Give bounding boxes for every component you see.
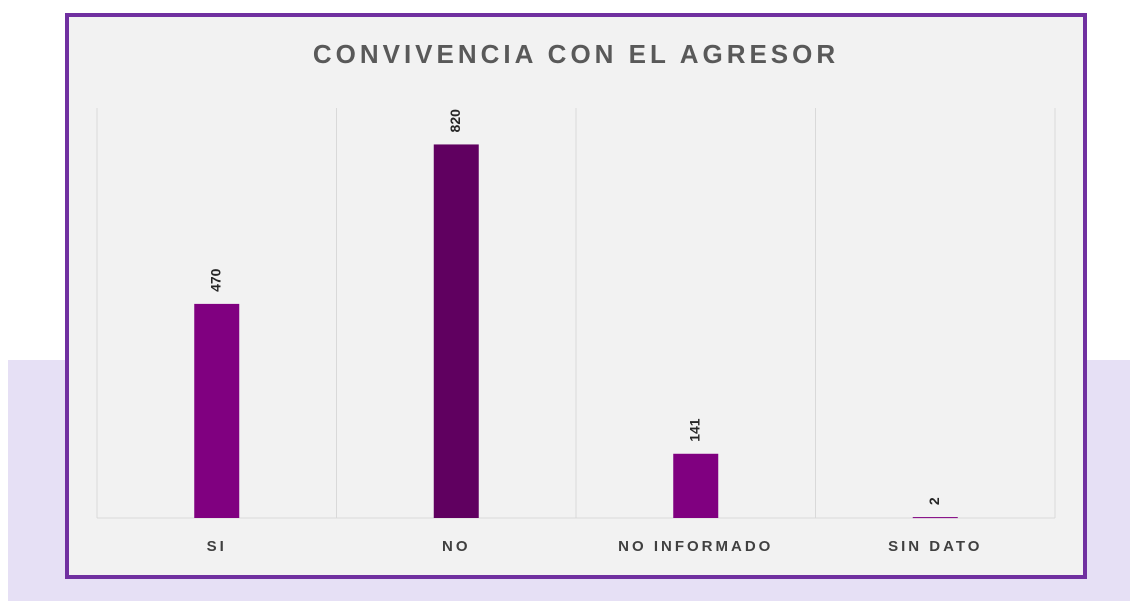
x-tick-label: SIN DATO bbox=[888, 538, 982, 555]
data-label: 470 bbox=[207, 268, 223, 292]
x-tick-label: NO INFORMADO bbox=[618, 538, 773, 555]
x-tick-label: SI bbox=[207, 538, 227, 555]
bar bbox=[194, 303, 240, 518]
data-label: 2 bbox=[926, 497, 942, 505]
data-label: 820 bbox=[447, 109, 463, 133]
bar bbox=[912, 517, 958, 519]
chart-title: CONVIVENCIA CON EL AGRESOR bbox=[313, 39, 839, 69]
x-tick-label: NO bbox=[442, 538, 471, 555]
bar bbox=[673, 453, 719, 518]
bar bbox=[433, 144, 479, 518]
data-label: 141 bbox=[686, 418, 702, 442]
